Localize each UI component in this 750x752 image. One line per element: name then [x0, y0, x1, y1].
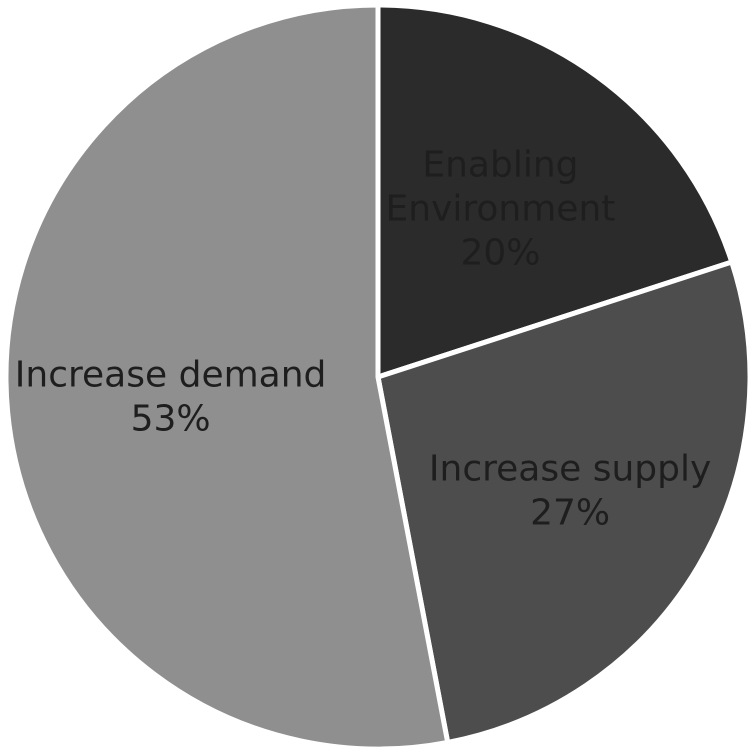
pie-slice-enabling-environment — [375, 2, 735, 381]
slice-label-increase-demand: Increase demand 53% — [15, 355, 327, 440]
slice-label-enabling-environment: Enabling Environment 20% — [386, 144, 616, 273]
slice-name-enabling-environment: Environment — [386, 188, 616, 229]
pie-slice-increase-demand — [3, 2, 451, 752]
slice-label-increase-supply: Increase supply 27% — [429, 449, 711, 534]
slice-percent-increase-demand: 53% — [131, 399, 211, 440]
pie-slices — [3, 2, 750, 752]
slice-name-increase-demand: Increase demand — [15, 355, 327, 396]
slice-percent-increase-supply: 27% — [530, 493, 610, 534]
pie-labels: Enabling Environment 20% Increase supply 27%… — [15, 144, 712, 533]
slice-name-increase-supply: Increase supply — [429, 449, 711, 490]
slice-percent-enabling-environment: 20% — [460, 232, 540, 273]
pie-slice-increase-supply — [375, 258, 750, 746]
slice-name-enabling-environment: Enabling — [422, 144, 578, 185]
